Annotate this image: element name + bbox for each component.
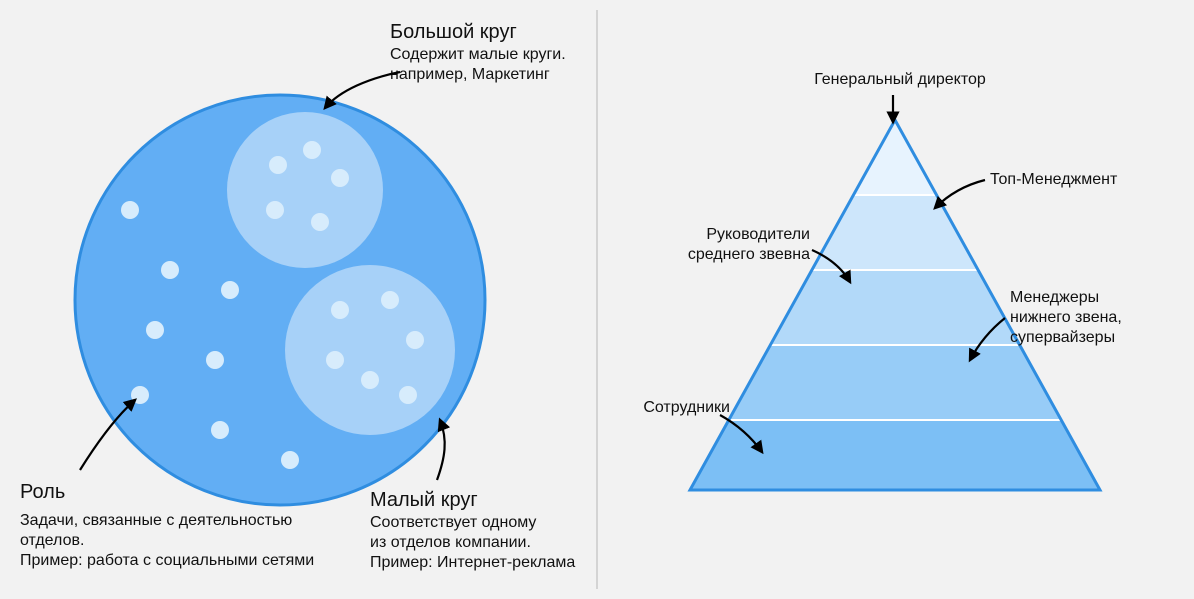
outer-dot-3 — [146, 321, 164, 339]
outer-dot-6 — [211, 421, 229, 439]
inner-dot-b-1 — [381, 291, 399, 309]
label-mid-mgmt: Руководители среднего звевна — [640, 225, 810, 275]
diagram-stage: Большой круг Содержит малые круги. напри… — [0, 0, 1194, 599]
label-ceo: Генеральный директор — [795, 70, 1005, 100]
circle-diagram — [75, 95, 485, 505]
inner-dot-a-2 — [331, 169, 349, 187]
outer-dot-4 — [206, 351, 224, 369]
label-small-circle: Малый круг Соответствует одному из отдел… — [370, 488, 610, 598]
label-staff: Сотрудники — [610, 398, 730, 428]
inner-dot-b-4 — [361, 371, 379, 389]
outer-dot-0 — [121, 201, 139, 219]
outer-dot-1 — [161, 261, 179, 279]
small-circle-1 — [285, 265, 455, 435]
inner-dot-a-1 — [303, 141, 321, 159]
inner-dot-b-3 — [326, 351, 344, 369]
small-circle-0 — [227, 112, 383, 268]
inner-dot-b-5 — [399, 386, 417, 404]
pyramid-band-2 — [770, 270, 1019, 345]
label-top-mgmt: Топ-Менеджмент — [990, 170, 1170, 200]
inner-dot-b-2 — [406, 331, 424, 349]
label-low-mgmt: Менеджеры нижнего звена, супервайзеры — [1010, 288, 1170, 358]
pyramid-band-4 — [690, 420, 1100, 490]
outer-dot-7 — [281, 451, 299, 469]
outer-dot-2 — [221, 281, 239, 299]
inner-dot-a-3 — [266, 201, 284, 219]
inner-dot-b-0 — [331, 301, 349, 319]
label-big-circle: Большой круг Содержит малые круги. напри… — [390, 20, 620, 100]
inner-dot-a-4 — [311, 213, 329, 231]
label-role: Роль Задачи, связанные с деятельностью о… — [20, 480, 360, 599]
inner-dot-a-0 — [269, 156, 287, 174]
